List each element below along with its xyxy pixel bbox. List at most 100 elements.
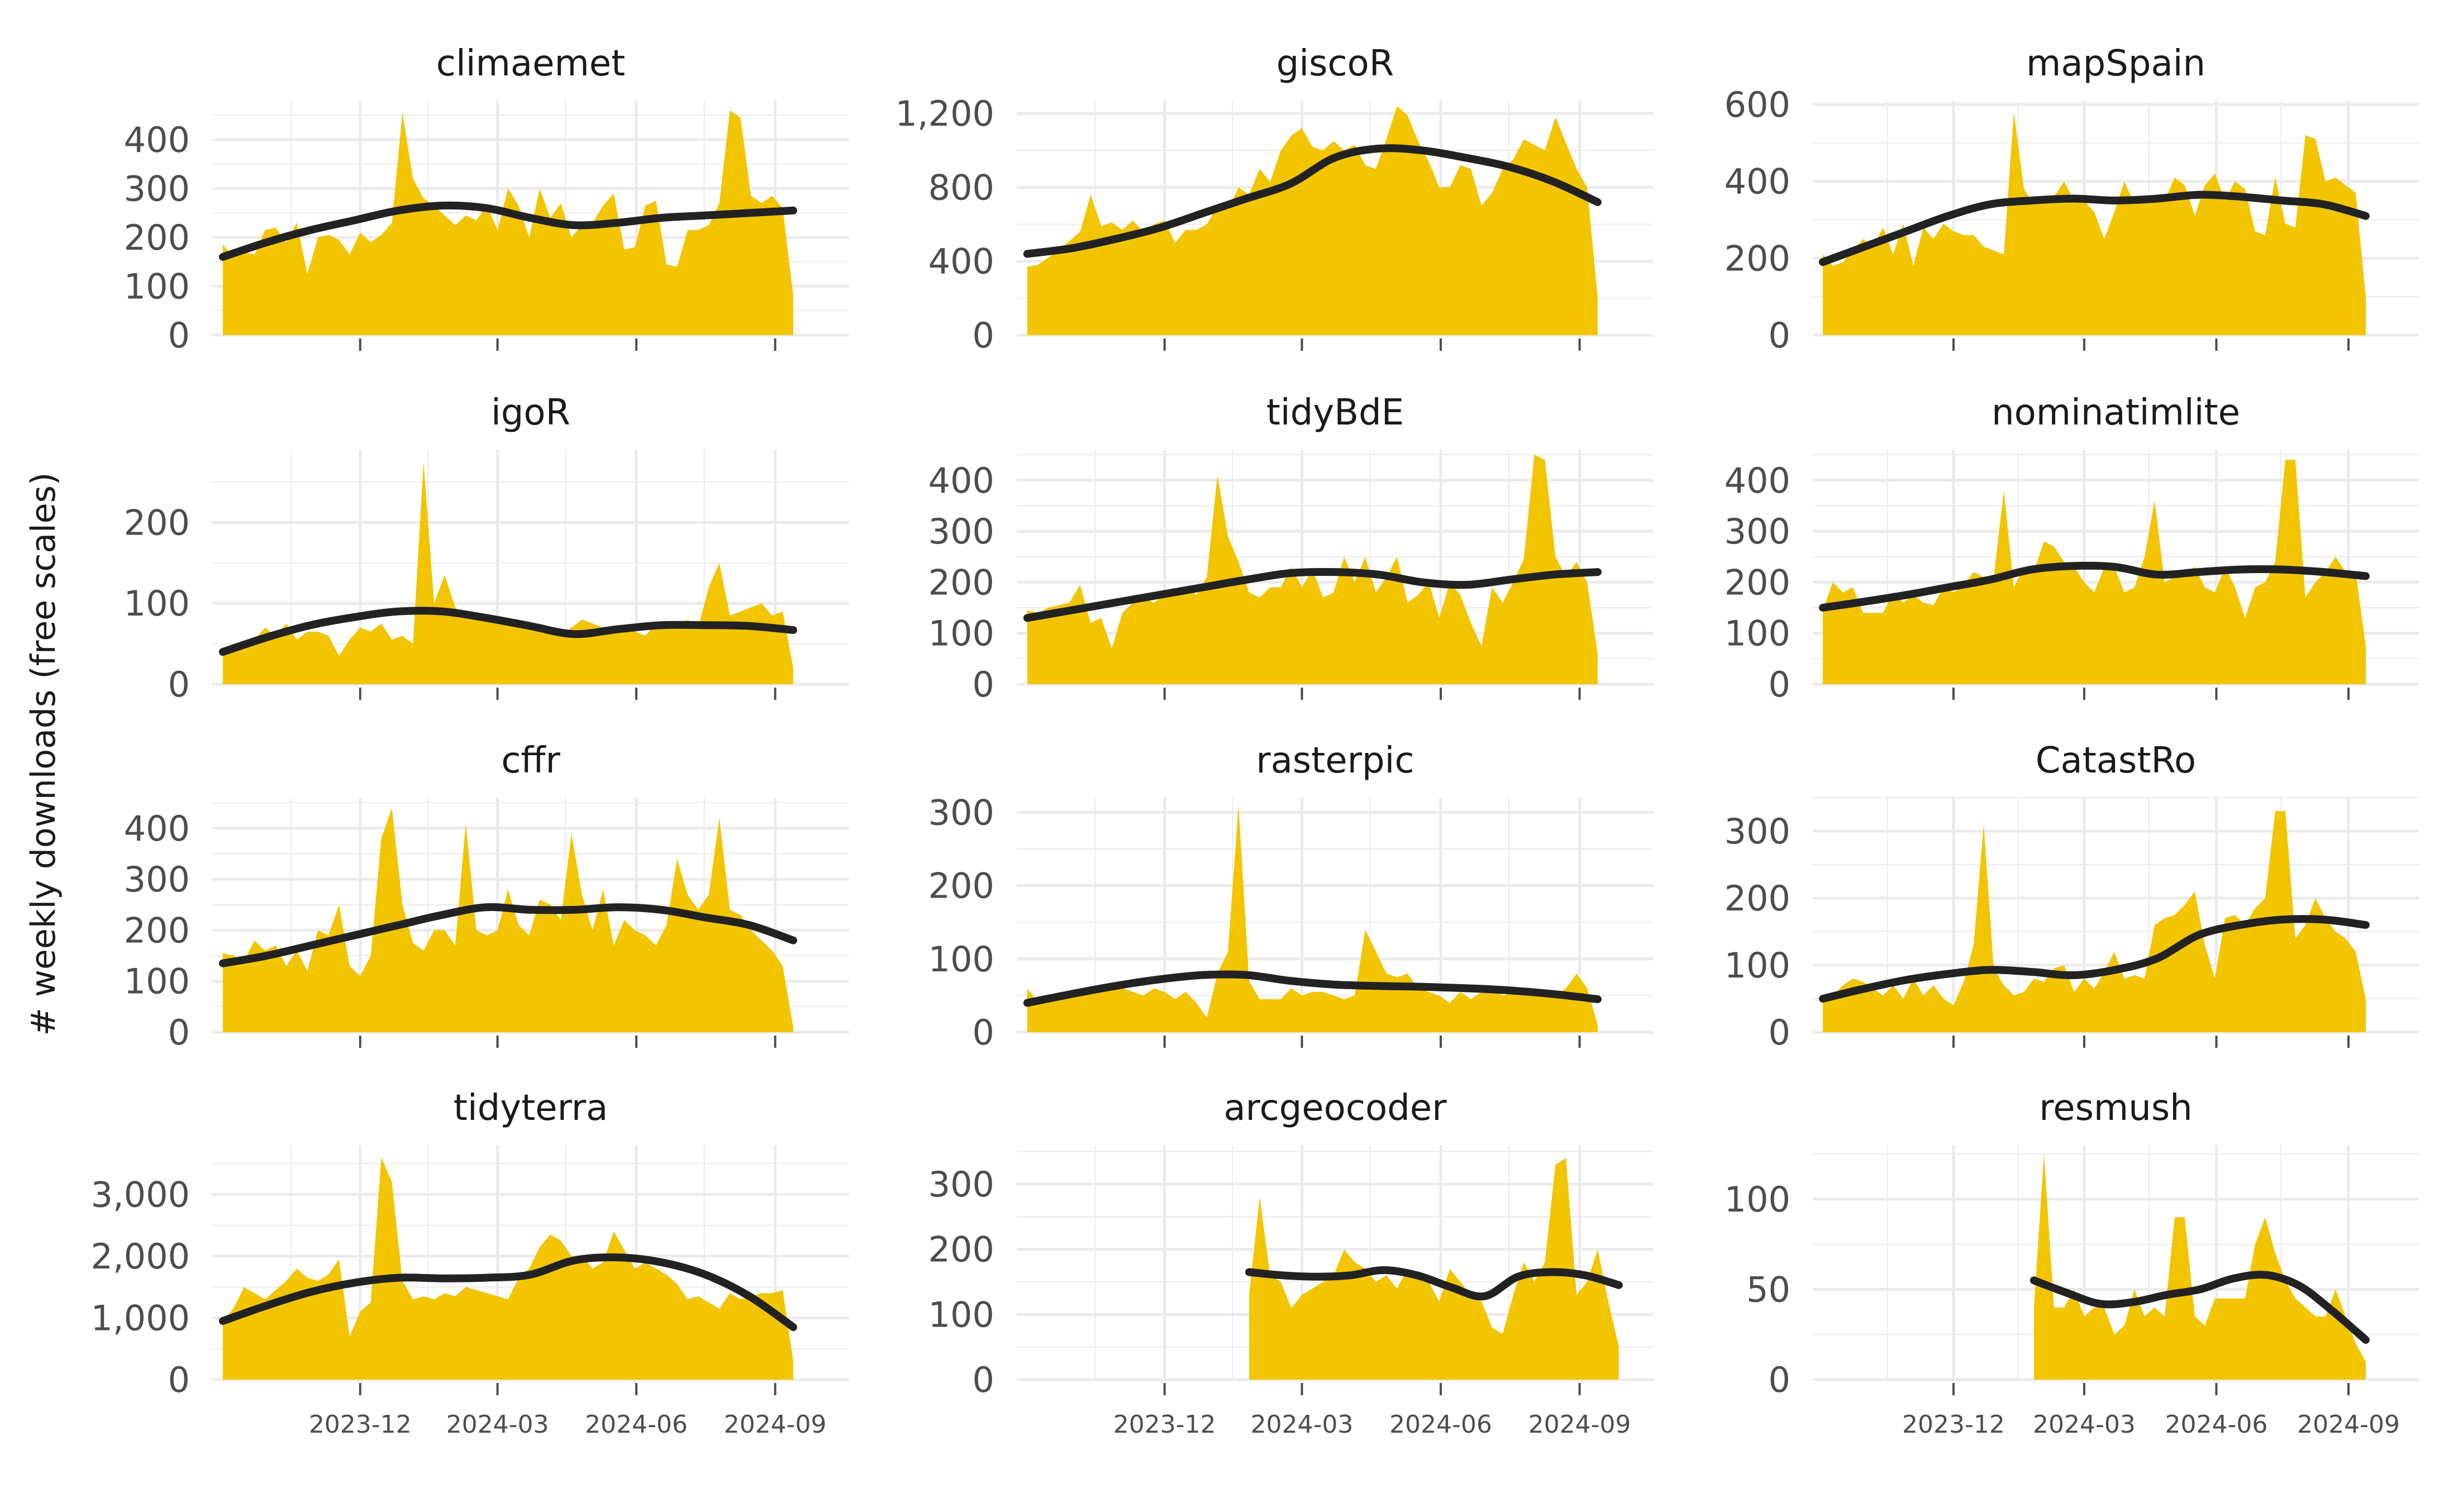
y-tick-label: 400 — [928, 241, 994, 282]
y-tick-label: 400 — [1724, 460, 1790, 501]
panel-title: nominatimlite — [1992, 392, 2240, 433]
y-tick-label: 0 — [1769, 315, 1790, 356]
panel-nominatimlite: 0 100 200 300 400 nominatimlite — [1724, 392, 2419, 705]
area-series-climaemet — [222, 110, 793, 335]
y-tick-label: 100 — [1724, 945, 1790, 986]
area-series-arcgeocoder — [1249, 1158, 1619, 1380]
y-tick-label: 0 — [973, 1360, 994, 1400]
y-tick-label: 0 — [973, 1012, 994, 1053]
x-tick-label: 2023-12 — [1902, 1410, 2005, 1439]
trend-line-resmush — [2029, 1271, 2370, 1344]
x-tick-label: 2024-09 — [1528, 1410, 1631, 1439]
y-tick-label: 0 — [973, 315, 994, 356]
y-tick-label: 100 — [928, 1294, 994, 1335]
y-tick-label: 100 — [928, 613, 994, 654]
y-tick-label: 3,000 — [91, 1174, 190, 1215]
y-tick-label: 400 — [124, 808, 190, 849]
panel-title: resmush — [2039, 1088, 2192, 1129]
y-tick-label: 300 — [1724, 811, 1790, 852]
x-tick-label: 2024-06 — [585, 1410, 688, 1439]
trend-line-CatastRo — [1819, 915, 2370, 1003]
y-axis-label: # weekly downloads (free scales) — [24, 472, 63, 1036]
y-tick-label: 100 — [928, 939, 994, 980]
x-tick-label: 2024-06 — [1389, 1410, 1492, 1439]
panel-rasterpic: 0 100 200 300 rasterpic — [928, 740, 1654, 1053]
trend-line-giscoR — [1023, 144, 1602, 258]
panel-title: tidyBdE — [1266, 392, 1404, 433]
y-tick-label: 0 — [973, 664, 994, 705]
y-tick-label: 200 — [1724, 562, 1790, 603]
y-tick-label: 300 — [124, 859, 190, 900]
panel-mapSpain: 0 200 400 600 mapSpain — [1724, 43, 2419, 356]
trend-line-rasterpic — [1023, 970, 1602, 1007]
panel-climaemet: 0 100 200 300 400 climaemet — [124, 43, 849, 356]
trend-line-nominatimlite — [1819, 561, 2370, 612]
panel-igoR: 0 100 200 igoR — [124, 392, 849, 705]
y-tick-label: 800 — [928, 167, 994, 208]
x-tick-label: 2024-03 — [446, 1410, 549, 1439]
x-tick-label: 2024-03 — [2033, 1410, 2136, 1439]
panel-arcgeocoder: 0 100 200 300 arcgeocoder 2023-12 2024-03 2024-… — [928, 1088, 1654, 1439]
area-series-CatastRo — [1822, 811, 2366, 1032]
x-tick-label: 2023-12 — [309, 1410, 412, 1439]
y-tick-label: 100 — [1724, 1179, 1790, 1220]
area-series-tidyBdE — [1027, 455, 1598, 684]
y-tick-label: 2,000 — [91, 1236, 190, 1277]
x-tick-label: 2024-06 — [2165, 1410, 2268, 1439]
y-tick-label: 0 — [1769, 1012, 1790, 1053]
y-tick-label: 0 — [168, 1012, 190, 1053]
panel-title: arcgeocoder — [1223, 1088, 1447, 1129]
y-tick-label: 200 — [124, 217, 190, 258]
panel-title: CatastRo — [2036, 740, 2196, 781]
panel-title: cffr — [501, 740, 560, 781]
panel-title: giscoR — [1276, 43, 1394, 84]
y-tick-label: 0 — [168, 1360, 190, 1400]
y-tick-label: 200 — [1724, 878, 1790, 919]
y-tick-label: 400 — [1724, 161, 1790, 202]
area-series-giscoR — [1027, 106, 1598, 335]
y-tick-label: 50 — [1746, 1269, 1790, 1310]
trend-line-arcgeocoder — [1245, 1266, 1623, 1301]
trend-line-cffr — [218, 903, 797, 967]
x-tick-label: 2024-09 — [2297, 1410, 2400, 1439]
y-tick-label: 200 — [928, 866, 994, 907]
panel-tidyterra: 0 1,000 2,000 3,000 tidyterra 2023-12 2024-03 2… — [91, 1088, 849, 1439]
y-tick-label: 400 — [928, 460, 994, 501]
y-tick-label: 0 — [168, 315, 190, 356]
panel-giscoR: 0 400 800 1,200 giscoR — [895, 43, 1654, 356]
y-tick-label: 100 — [124, 961, 190, 1002]
area-series-igoR — [222, 461, 793, 684]
trend-line-mapSpain — [1819, 190, 2370, 266]
x-tick-label: 2023-12 — [1113, 1410, 1216, 1439]
x-tick-label: 2024-03 — [1251, 1410, 1354, 1439]
y-tick-label: 0 — [168, 664, 190, 705]
area-series-nominatimlite — [1822, 460, 2366, 684]
y-tick-label: 300 — [928, 792, 994, 833]
y-tick-label: 400 — [124, 120, 190, 160]
y-tick-label: 1,000 — [91, 1298, 190, 1338]
y-tick-label: 100 — [124, 583, 190, 624]
area-series-mapSpain — [1822, 112, 2366, 335]
y-tick-label: 200 — [124, 910, 190, 951]
y-tick-label: 100 — [124, 266, 190, 307]
y-tick-label: 1,200 — [895, 93, 995, 134]
trend-line-igoR — [218, 607, 797, 656]
y-tick-label: 300 — [928, 1164, 994, 1205]
y-tick-label: 600 — [1724, 84, 1790, 125]
panel-tidyBdE: 0 100 200 300 400 tidyBdE — [928, 392, 1654, 705]
y-tick-label: 200 — [928, 562, 994, 603]
trend-line-tidyterra — [218, 1253, 797, 1332]
panel-title: climaemet — [436, 43, 626, 84]
trend-line-tidyBdE — [1023, 567, 1602, 622]
y-tick-label: 100 — [1724, 613, 1790, 654]
trend-line-climaemet — [218, 201, 797, 261]
area-series-cffr — [222, 808, 793, 1032]
x-tick-label: 2024-09 — [724, 1410, 827, 1439]
panel-title: igoR — [491, 392, 570, 433]
y-tick-label: 200 — [1724, 238, 1790, 279]
y-tick-label: 0 — [1769, 664, 1790, 705]
y-tick-label: 300 — [124, 169, 190, 209]
y-tick-label: 200 — [928, 1229, 994, 1270]
